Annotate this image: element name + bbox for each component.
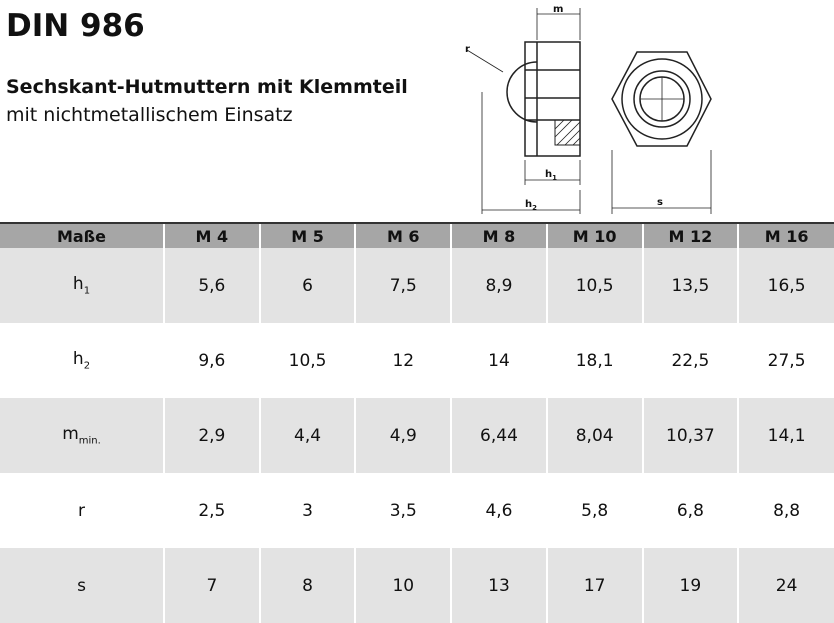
technical-drawing: m r h1 h2 s: [465, 4, 712, 214]
table-row: s 7 8 10 13 17 19 24: [0, 548, 834, 623]
cell: 9,6: [163, 323, 260, 398]
cell: 13: [450, 548, 547, 623]
cell: 14: [450, 323, 547, 398]
cell: 16,5: [737, 248, 834, 323]
subtitle: Sechskant-Hutmuttern mit Klemmteil: [6, 76, 408, 98]
cell: 13,5: [641, 248, 739, 323]
cell: 8,9: [450, 248, 547, 323]
column-header: M 8: [450, 222, 547, 248]
table-row: h2 9,6 10,5 12 14 18,1 22,5 27,5: [0, 323, 834, 398]
cell: 24: [737, 548, 834, 623]
row-label-main: m: [62, 424, 79, 445]
column-header: M 16: [737, 222, 834, 248]
cell: 2,5: [163, 473, 260, 548]
cell: 8,8: [737, 473, 834, 548]
cell: 2,9: [163, 398, 260, 473]
cell: 8: [258, 548, 356, 623]
row-label-sub: min.: [78, 435, 101, 447]
cell: 10: [354, 548, 452, 623]
dim-label-main: h: [545, 169, 552, 180]
cell: 6,44: [450, 398, 547, 473]
table-body: h1 5,6 6 7,5 8,9 10,5 13,5 16,5 h2 9,6 10,5 12 14 18,…: [0, 248, 834, 623]
cell: 6,8: [641, 473, 739, 548]
row-label: h1: [0, 248, 164, 323]
description: mit nichtmetallischem Einsatz: [6, 104, 293, 126]
table-row: h1 5,6 6 7,5 8,9 10,5 13,5 16,5: [0, 248, 834, 323]
row-label: s: [0, 548, 164, 623]
cell: 8,04: [545, 398, 643, 473]
row-label-main: h: [72, 349, 84, 370]
cell: 10,37: [641, 398, 739, 473]
cell: 5,8: [545, 473, 643, 548]
cell: 12: [354, 323, 452, 398]
dim-label-main: h: [525, 199, 532, 210]
cell: 17: [545, 548, 643, 623]
cell: 4,4: [258, 398, 356, 473]
cell: 14,1: [737, 398, 834, 473]
cell: 6: [258, 248, 356, 323]
cell: 4,6: [450, 473, 547, 548]
cell: 4,9: [354, 398, 452, 473]
column-header: M 4: [163, 222, 260, 248]
dim-label: h1: [545, 169, 557, 182]
dim-label: h2: [525, 199, 537, 212]
row-label-sub: 2: [83, 360, 91, 372]
cell: 27,5: [737, 323, 834, 398]
column-header: M 10: [545, 222, 643, 248]
cell: 7,5: [354, 248, 452, 323]
column-header: M 6: [354, 222, 452, 248]
row-label: r: [0, 473, 164, 548]
column-header: M 5: [258, 222, 356, 248]
cell: 3: [258, 473, 356, 548]
table-row: r 2,5 3 3,5 4,6 5,8 6,8 8,8: [0, 473, 834, 548]
dim-label: r: [465, 44, 470, 55]
dim-label-sub: 1: [552, 174, 557, 182]
cell: 18,1: [545, 323, 643, 398]
dim-label: m: [553, 4, 563, 15]
row-label-sub: 1: [83, 285, 91, 297]
cell: 22,5: [641, 323, 739, 398]
dim-label: s: [657, 197, 663, 208]
title: DIN 986: [6, 8, 145, 44]
cell: 19: [641, 548, 739, 623]
cell: 10,5: [545, 248, 643, 323]
column-header: M 12: [641, 222, 739, 248]
cell: 10,5: [258, 323, 356, 398]
row-label-main: h: [72, 274, 84, 295]
column-header: Maße: [0, 222, 164, 248]
row-label: h2: [0, 323, 164, 398]
row-label-main: s: [77, 575, 86, 596]
cell: 3,5: [354, 473, 452, 548]
cell: 7: [163, 548, 260, 623]
dim-label-sub: 2: [532, 204, 537, 212]
row-label: mmin.: [0, 398, 164, 473]
cell: 5,6: [163, 248, 260, 323]
table-row: mmin. 2,9 4,4 4,9 6,44 8,04 10,37 14,1: [0, 398, 834, 473]
row-label-main: r: [78, 500, 85, 521]
